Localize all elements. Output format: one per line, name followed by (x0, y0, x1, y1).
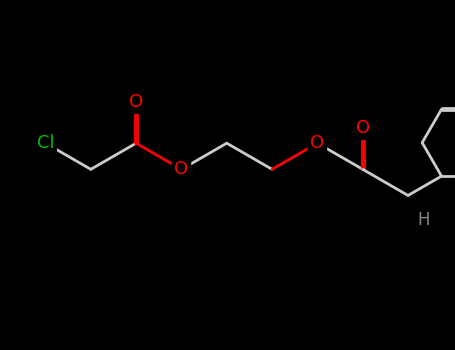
Text: O: O (356, 119, 370, 138)
Text: Cl: Cl (37, 134, 54, 152)
Text: O: O (174, 160, 188, 178)
Text: O: O (310, 134, 324, 152)
Text: O: O (129, 93, 143, 111)
Text: H: H (418, 211, 430, 230)
